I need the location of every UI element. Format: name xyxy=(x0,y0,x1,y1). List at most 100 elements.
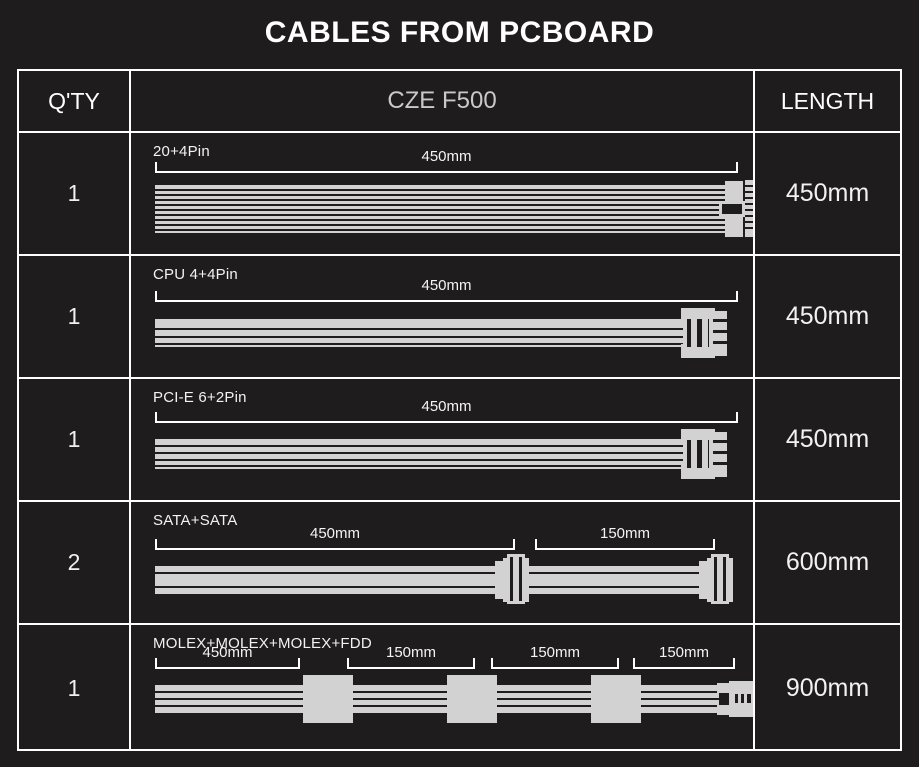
table-row: 1 MOLEX+MOLEX+MOLEX+FDD 450mm 150mm xyxy=(19,625,900,751)
cell-diagram: CPU 4+4Pin 450mm xyxy=(131,256,755,377)
connector-sata-mid-cap xyxy=(495,561,504,599)
dimension-tick-left xyxy=(535,539,537,550)
cell-length: 600mm xyxy=(755,502,900,623)
header-label-model: CZE F500 xyxy=(387,87,497,114)
cable-name-label: 20+4Pin xyxy=(153,143,210,160)
cable-bundle-seg2 xyxy=(527,566,709,594)
connector-cpu-pins xyxy=(713,311,727,356)
connector-pcie-inner2 xyxy=(702,440,708,468)
connector-24pin-pins xyxy=(745,180,753,237)
dimension-line xyxy=(155,548,515,550)
dimension-tick-right xyxy=(736,412,738,423)
connector-pin-gap xyxy=(713,440,727,443)
dimension-tick-right xyxy=(736,291,738,302)
table-row: 1 CPU 4+4Pin 450mm xyxy=(19,256,900,379)
connector-fdd-neck2 xyxy=(717,705,729,715)
dimension-bracket-seg1: 450mm xyxy=(155,525,515,554)
cable-bundle-seg1 xyxy=(155,685,305,713)
connector-sata-end-cap xyxy=(699,561,708,599)
length-value: 450mm xyxy=(785,179,870,207)
dimension-tick-right xyxy=(298,658,300,669)
dimension-tick-left xyxy=(155,291,157,302)
dimension-tick-left xyxy=(155,658,157,669)
connector-pin-gap xyxy=(713,462,727,465)
cable-bundle xyxy=(155,185,727,233)
connector-pcie-inner xyxy=(691,440,697,468)
dimension-bracket: 450mm xyxy=(155,277,738,306)
qty-value: 1 xyxy=(67,180,81,206)
connector-pin-gap xyxy=(745,197,753,199)
header-label-length: LENGTH xyxy=(780,87,875,114)
header-cell-model: CZE F500 xyxy=(131,71,755,131)
table-row: 1 PCI-E 6+2Pin 450mm xyxy=(19,379,900,502)
dimension-line xyxy=(491,667,619,669)
cell-diagram: PCI-E 6+2Pin 450mm xyxy=(131,379,755,500)
cell-length: 450mm xyxy=(755,256,900,377)
qty-value: 1 xyxy=(67,303,81,329)
dimension-bracket-seg2: 150mm xyxy=(347,644,475,673)
connector-sata-mid-inner xyxy=(513,557,519,601)
cable-bundle-seg1 xyxy=(155,566,510,594)
connector-cpu-inner2 xyxy=(702,319,708,347)
dimension-label: 150mm xyxy=(599,525,651,542)
connector-pin-gap xyxy=(745,221,753,223)
dimension-label: 450mm xyxy=(421,398,472,415)
length-value: 900mm xyxy=(785,673,870,702)
connector-pin-gap xyxy=(713,330,727,333)
dimension-label: 450mm xyxy=(202,644,253,661)
connector-pin-gap xyxy=(713,341,727,344)
dimension-line xyxy=(633,667,735,669)
dimension-tick-left xyxy=(633,658,635,669)
connector-pin-gap xyxy=(745,209,753,211)
qty-value: 1 xyxy=(67,426,81,452)
cable-bundle xyxy=(155,319,715,347)
cell-length: 450mm xyxy=(755,133,900,254)
header-cell-length: LENGTH xyxy=(755,71,900,131)
connector-fdd-neck xyxy=(717,683,729,693)
dimension-bracket-seg1: 450mm xyxy=(155,644,300,673)
dimension-line xyxy=(155,667,300,669)
dimension-tick-right xyxy=(617,658,619,669)
connector-pcie-pins xyxy=(713,432,727,477)
dimension-label: 150mm xyxy=(658,644,710,661)
cell-qty: 1 xyxy=(19,379,131,500)
cell-length: 450mm xyxy=(755,379,900,500)
connector-pin-gap xyxy=(713,451,727,454)
connector-sata-end-inner xyxy=(717,557,723,601)
connector-pin-gap xyxy=(745,185,753,187)
connector-pin-gap xyxy=(745,203,753,205)
dimension-label: 150mm xyxy=(529,644,581,661)
table-row: 1 20+4Pin 450mm xyxy=(19,133,900,256)
dimension-tick-right xyxy=(513,539,515,550)
cable-diagram-cpu-4-4pin: CPU 4+4Pin 450mm xyxy=(131,256,753,377)
cable-bundle-seg4 xyxy=(637,685,719,713)
cable-bundle xyxy=(155,439,715,469)
cable-name-label: SATA+SATA xyxy=(153,512,238,529)
connector-24pin-body2 xyxy=(725,217,743,237)
cell-qty: 1 xyxy=(19,256,131,377)
connector-pin-gap xyxy=(745,191,753,193)
dimension-line xyxy=(347,667,475,669)
connector-molex-2 xyxy=(447,675,497,723)
cable-diagram-pcie-6-2pin: PCI-E 6+2Pin 450mm xyxy=(131,379,753,500)
connector-cpu-inner xyxy=(691,319,697,347)
connector-fdd-pin xyxy=(744,694,747,703)
header-cell-qty: Q'TY xyxy=(19,71,131,131)
dimension-line xyxy=(155,421,738,423)
connector-24pin-body xyxy=(725,181,743,201)
length-value: 450mm xyxy=(785,302,870,330)
connector-pin-gap xyxy=(745,215,753,217)
cell-diagram: 20+4Pin 450mm xyxy=(131,133,755,254)
dimension-tick-right xyxy=(736,162,738,173)
cell-qty: 2 xyxy=(19,502,131,623)
cell-qty: 1 xyxy=(19,625,131,751)
dimension-label: 450mm xyxy=(421,277,472,294)
dimension-bracket: 450mm xyxy=(155,398,738,427)
dimension-tick-right xyxy=(733,658,735,669)
dimension-line xyxy=(155,171,738,173)
dimension-tick-right xyxy=(473,658,475,669)
qty-value: 1 xyxy=(67,674,81,701)
header-label-qty: Q'TY xyxy=(48,87,100,114)
dimension-line xyxy=(155,300,738,302)
dimension-tick-left xyxy=(155,539,157,550)
